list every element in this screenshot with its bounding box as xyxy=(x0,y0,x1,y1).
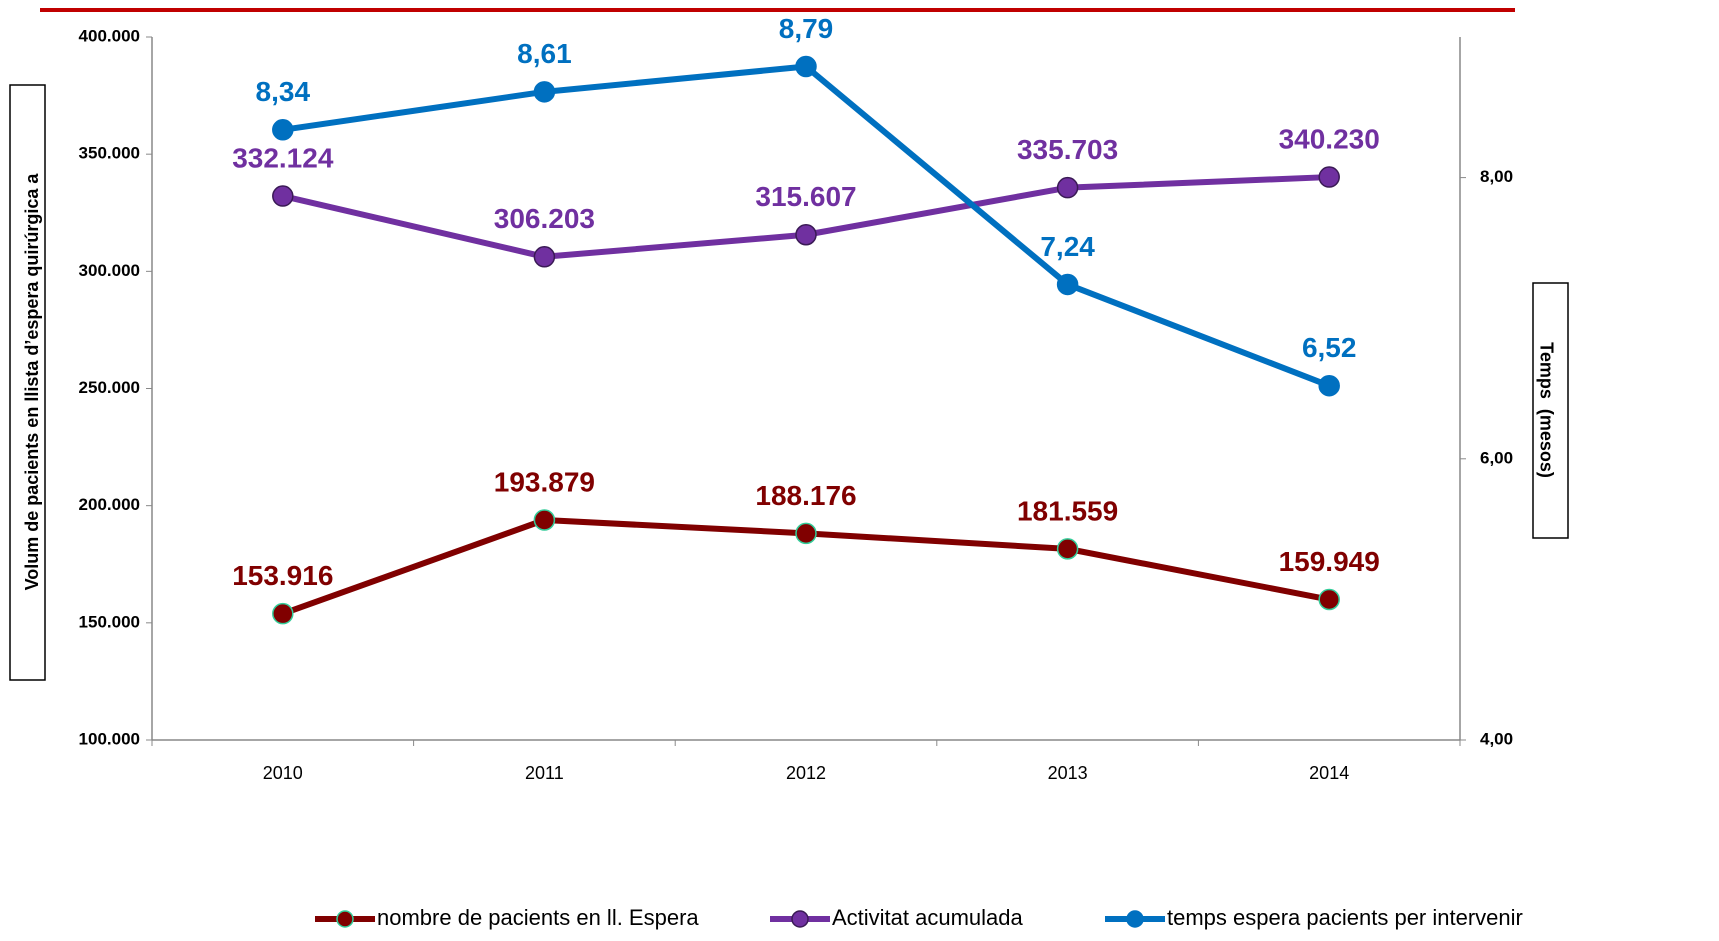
data-point xyxy=(1056,176,1079,199)
legend-marker xyxy=(1126,910,1144,928)
data-label: 8,61 xyxy=(517,38,572,69)
data-label: 8,79 xyxy=(779,13,834,44)
legend-label: temps espera pacients per intervenir xyxy=(1167,905,1523,930)
y-tick-label: 400.000 xyxy=(79,26,140,45)
x-tick-label: 2014 xyxy=(1309,763,1349,783)
y2-tick-label: 4,00 xyxy=(1480,729,1513,748)
x-tick-label: 2013 xyxy=(1048,763,1088,783)
data-point xyxy=(795,224,817,246)
y-tick-label: 150.000 xyxy=(79,612,140,631)
y-axis-label: Volum de pacients en llista d’espera qui… xyxy=(22,173,42,591)
x-tick-label: 2012 xyxy=(786,763,826,783)
data-label: 315.607 xyxy=(755,181,856,212)
data-label: 153.916 xyxy=(232,560,333,591)
y2-tick-label: 6,00 xyxy=(1480,448,1513,467)
data-point xyxy=(1318,166,1340,188)
data-point xyxy=(272,119,294,141)
y2-label-box xyxy=(1532,282,1569,539)
data-point xyxy=(795,522,817,545)
data-label: 340.230 xyxy=(1279,123,1380,154)
data-label: 159.949 xyxy=(1279,546,1380,577)
data-label: 6,52 xyxy=(1302,332,1357,363)
y-tick-label: 300.000 xyxy=(79,261,140,280)
y2-axis-label: Temps (mesos) xyxy=(1536,342,1556,478)
data-point xyxy=(272,602,294,625)
data-label: 181.559 xyxy=(1017,495,1118,526)
data-point xyxy=(1056,273,1079,296)
y-label-box xyxy=(9,84,46,681)
data-point xyxy=(795,55,817,78)
data-label: 188.176 xyxy=(755,480,856,511)
legend-label: Activitat acumulada xyxy=(832,905,1024,930)
x-tick-label: 2010 xyxy=(263,763,303,783)
data-point xyxy=(533,246,556,268)
data-label: 7,24 xyxy=(1040,231,1095,262)
y-tick-label: 350.000 xyxy=(79,144,140,163)
data-label: 8,34 xyxy=(256,76,311,107)
data-point xyxy=(533,81,556,103)
legend-marker xyxy=(336,910,354,928)
x-tick-label: 2011 xyxy=(525,763,564,783)
data-point xyxy=(1318,374,1340,397)
data-point xyxy=(272,185,294,207)
y-tick-label: 100.000 xyxy=(79,729,140,748)
data-point xyxy=(1056,538,1079,560)
data-point xyxy=(533,509,556,531)
y2-tick-label: 8,00 xyxy=(1480,167,1513,186)
y-tick-label: 250.000 xyxy=(79,378,140,397)
data-point xyxy=(1318,588,1340,611)
y-tick-label: 200.000 xyxy=(79,495,140,514)
data-label: 332.124 xyxy=(232,142,334,173)
data-label: 306.203 xyxy=(494,203,595,234)
data-label: 335.703 xyxy=(1017,134,1118,165)
legend-marker xyxy=(791,910,809,928)
data-label: 193.879 xyxy=(494,466,595,497)
legend-label: nombre de pacients en ll. Espera xyxy=(377,905,699,930)
